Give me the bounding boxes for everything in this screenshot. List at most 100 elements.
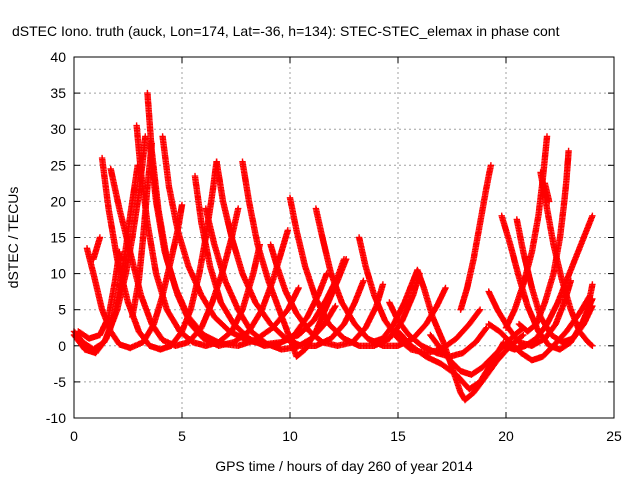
data-point [583, 236, 585, 239]
y-tick-label: -10 [46, 410, 66, 426]
data-point [162, 135, 164, 137]
data-point [241, 309, 244, 311]
data-point [516, 218, 518, 220]
data-point [140, 294, 142, 296]
data-point [436, 305, 438, 307]
data-point [233, 323, 235, 325]
data-point [246, 339, 248, 341]
data-point [203, 334, 205, 336]
data-point [479, 381, 481, 383]
data-point [570, 280, 572, 282]
data-point [164, 251, 166, 253]
data-point [382, 338, 384, 340]
data-point [187, 265, 190, 267]
data-point [324, 323, 326, 325]
data-point [300, 345, 302, 347]
data-point [334, 305, 336, 307]
data-point [250, 330, 252, 332]
data-point [462, 352, 464, 354]
data-point [563, 301, 565, 304]
data-point [490, 164, 492, 166]
data-point [488, 366, 490, 369]
data-point [358, 236, 360, 239]
data-point [466, 287, 468, 289]
data-point [146, 92, 148, 94]
data-point [388, 301, 390, 304]
data-point [133, 186, 136, 188]
data-point [382, 345, 384, 347]
data-point [280, 251, 282, 253]
series-sat-14 [239, 158, 350, 360]
data-point [86, 247, 88, 249]
data-point [591, 283, 594, 285]
data-point [265, 343, 267, 345]
series-sat-34 [129, 140, 155, 321]
data-point [110, 330, 112, 332]
data-point [550, 334, 553, 336]
data-point [591, 305, 594, 307]
data-point [509, 244, 511, 246]
data-point [228, 330, 231, 332]
data-point [591, 298, 594, 300]
data-point [101, 309, 103, 311]
data-point [440, 363, 442, 365]
data-point [118, 343, 120, 345]
data-point [540, 171, 542, 174]
data-point [373, 294, 375, 296]
data-point [131, 316, 133, 318]
series-sat-4 [90, 234, 104, 263]
data-point [546, 208, 548, 210]
data-point [146, 186, 148, 188]
data-point [77, 330, 79, 332]
data-point [295, 229, 298, 231]
data-point [326, 305, 328, 307]
y-tick-label: 25 [50, 157, 66, 173]
data-point [289, 338, 291, 340]
data-point [436, 352, 438, 354]
data-point [365, 265, 367, 267]
data-point [298, 334, 300, 336]
data-point [535, 323, 537, 325]
x-tick-label: 10 [282, 428, 298, 444]
data-point [270, 244, 272, 246]
data-point [384, 319, 386, 322]
series-sat-32 [500, 212, 596, 353]
data-point [544, 301, 546, 304]
data-point [200, 327, 202, 329]
data-point [298, 287, 300, 289]
data-point [514, 348, 516, 350]
series-sat-31 [515, 147, 572, 335]
plot-frame [73, 56, 615, 419]
data-point [559, 348, 561, 350]
data-point [155, 273, 157, 275]
data-point [237, 345, 239, 347]
data-point [522, 283, 524, 285]
data-point [181, 204, 183, 206]
data-point [270, 323, 272, 325]
data-point [170, 258, 172, 260]
data-point [531, 345, 533, 347]
data-point [315, 330, 317, 332]
data-point [213, 244, 215, 246]
data-point [211, 301, 213, 304]
data-point [88, 338, 90, 340]
data-point [578, 312, 581, 314]
data-point [306, 316, 308, 318]
data-point [97, 244, 99, 246]
data-point [278, 343, 280, 345]
data-point [429, 334, 431, 336]
data-point [559, 236, 561, 239]
series-sat-30 [541, 180, 553, 205]
data-point [492, 356, 494, 358]
data-point [481, 366, 483, 369]
data-point [295, 356, 298, 358]
data-point [92, 273, 94, 275]
data-point [116, 309, 118, 311]
data-point [330, 273, 332, 275]
data-point [129, 251, 131, 253]
x-axis-ticks: 0 5 10 15 20 25 [70, 57, 622, 444]
data-point [548, 345, 550, 347]
data-point [99, 236, 101, 239]
data-point [403, 301, 406, 304]
data-point [473, 258, 475, 260]
